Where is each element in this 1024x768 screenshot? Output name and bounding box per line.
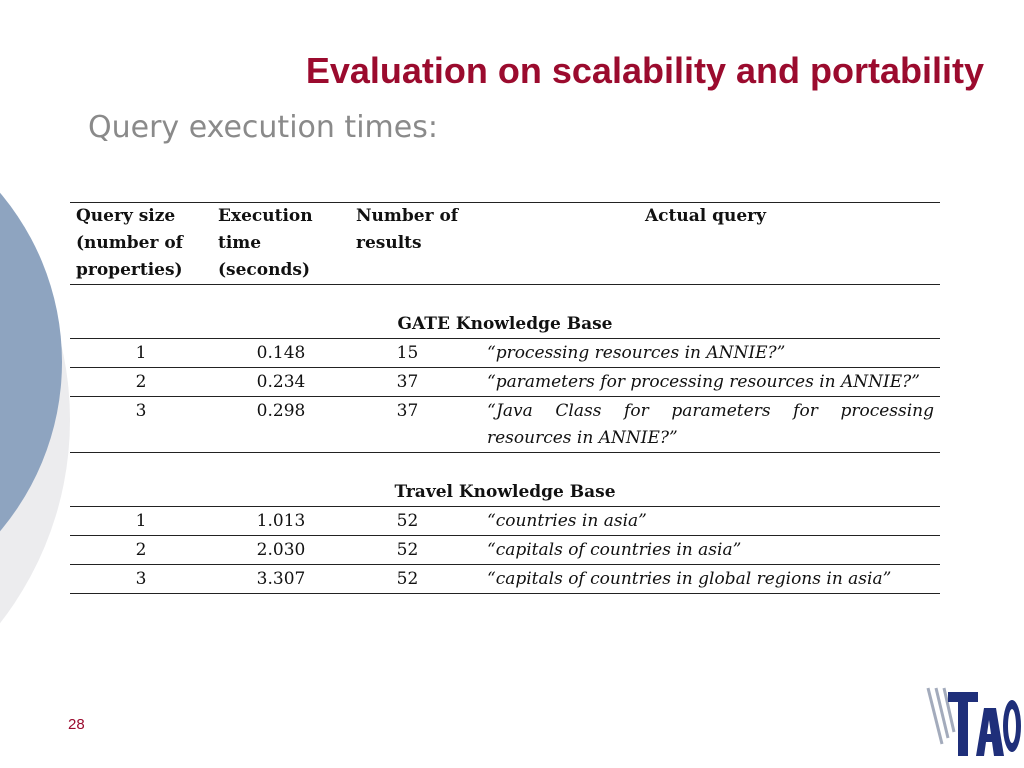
table-row: 3 0.298 37 “Java Class for parameters for p…: [70, 396, 940, 453]
cell-number-of-results: 52: [350, 535, 465, 565]
slide-subtitle: Query execution times:: [88, 110, 438, 145]
cell-actual-query: “capitals of countries in global regions…: [465, 564, 940, 594]
cell-number-of-results: 37: [350, 396, 465, 453]
cell-number-of-results: 52: [350, 564, 465, 594]
cell-execution-time: 0.148: [212, 338, 350, 368]
cell-actual-query: “Java Class for parameters for processin…: [465, 396, 940, 453]
query-times-table: Query size (number of properties) Execut…: [70, 202, 940, 594]
cell-query-size: 1: [70, 338, 212, 368]
cell-query-size: 3: [70, 564, 212, 594]
cell-execution-time: 0.234: [212, 367, 350, 397]
cell-actual-query: “parameters for processing resources in …: [465, 367, 940, 397]
header-number-of-results: Number of results: [350, 202, 465, 285]
section-title-row: GATE Knowledge Base: [70, 284, 940, 339]
cell-number-of-results: 37: [350, 367, 465, 397]
cell-query-size: 2: [70, 367, 212, 397]
cell-number-of-results: 15: [350, 338, 465, 368]
header-actual-query: Actual query: [465, 202, 940, 285]
header-execution-time: Execution time (seconds): [212, 202, 350, 285]
header-query-size: Query size (number of properties): [70, 202, 212, 285]
cell-execution-time: 0.298: [212, 396, 350, 453]
cell-execution-time: 1.013: [212, 506, 350, 536]
cell-actual-query: “countries in asia”: [465, 506, 940, 536]
query-times-table-container: Query size (number of properties) Execut…: [70, 202, 940, 594]
cell-execution-time: 3.307: [212, 564, 350, 594]
cell-actual-query: “processing resources in ANNIE?”: [465, 338, 940, 368]
tao-logo-icon: [926, 687, 1021, 756]
table-body: GATE Knowledge Base 1 0.148 15 “processing r…: [70, 284, 940, 594]
table-row: 3 3.307 52 “capitals of countries in global…: [70, 564, 940, 594]
section-title: Travel Knowledge Base: [70, 452, 940, 507]
table-row: 2 0.234 37 “parameters for processing resou…: [70, 367, 940, 397]
cell-query-size: 3: [70, 396, 212, 453]
cell-query-size: 2: [70, 535, 212, 565]
page-number: 28: [68, 716, 85, 733]
section-title-row: Travel Knowledge Base: [70, 452, 940, 507]
section-title: GATE Knowledge Base: [70, 284, 940, 339]
slide-title: Evaluation on scalability and portabilit…: [305, 50, 984, 91]
table-row: 1 0.148 15 “processing resources in ANNIE?”: [70, 338, 940, 368]
table-row: 1 1.013 52 “countries in asia”: [70, 506, 940, 536]
cell-actual-query: “capitals of countries in asia”: [465, 535, 940, 565]
table-header-row: Query size (number of properties) Execut…: [70, 202, 940, 285]
table-row: 2 2.030 52 “capitals of countries in asia”: [70, 535, 940, 565]
cell-number-of-results: 52: [350, 506, 465, 536]
cell-query-size: 1: [70, 506, 212, 536]
cell-execution-time: 2.030: [212, 535, 350, 565]
